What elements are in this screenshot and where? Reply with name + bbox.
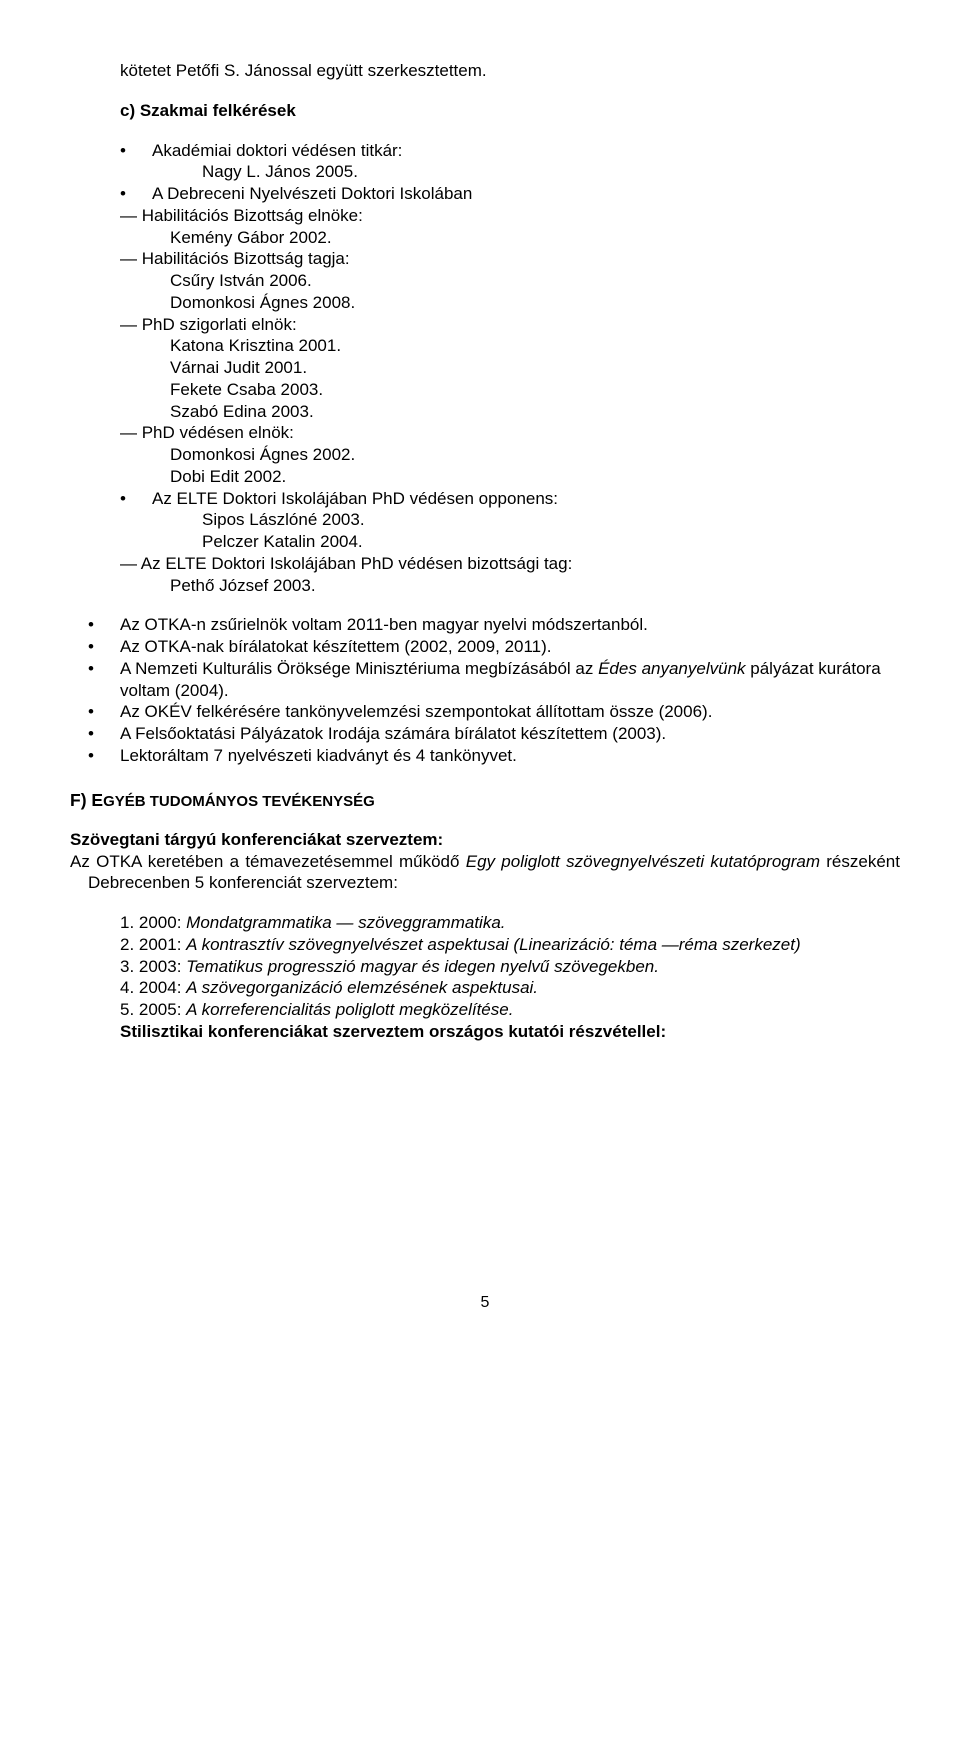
text-line: — Az ELTE Doktori Iskolájában PhD védése… [120,553,900,575]
list-item: • Az OTKA-nak bírálatokat készítettem (2… [70,636,900,658]
text-line: — Habilitációs Bizottság tagja: [120,248,900,270]
list-item: • A Debreceni Nyelvészeti Doktori Iskolá… [120,183,900,205]
text-line: A Debreceni Nyelvészeti Doktori Iskolába… [152,183,900,205]
text-line: Katona Krisztina 2001. [170,335,900,357]
text-line: Kemény Gábor 2002. [170,227,900,249]
text-line: Lektoráltam 7 nyelvészeti kiadványt és 4… [120,745,900,767]
text-line: Az OTKA-n zsűrielnök voltam 2011-ben mag… [120,614,900,636]
numbered-item: 1. 2000: Mondatgrammatika — szöveggramma… [120,912,900,934]
page-number: 5 [70,1293,900,1313]
bullet-icon: • [120,140,152,184]
text-line: Csűry István 2006. [170,270,900,292]
numbered-item: 2. 2001: A kontrasztív szövegnyelvészet … [120,934,900,956]
text-line: — Habilitációs Bizottság elnöke: [120,205,900,227]
bullet-icon: • [88,745,120,767]
conf-paragraph: Az OTKA keretében a témavezetésemmel műk… [70,851,900,895]
text-line: Akadémiai doktori védésen titkár: [152,140,900,162]
text-line: A Felsőoktatási Pályázatok Irodája számá… [120,723,900,745]
text-line: — PhD szigorlati elnök: [120,314,900,336]
text-line: Pelczer Katalin 2004. [202,531,900,553]
list-item: • Akadémiai doktori védésen titkár: Nagy… [120,140,900,184]
text-line: Az OTKA-nak bírálatokat készítettem (200… [120,636,900,658]
stil-line: Stilisztikai konferenciákat szerveztem o… [120,1021,900,1043]
bullet-icon: • [120,488,152,553]
text-line: Az ELTE Doktori Iskolájában PhD védésen … [152,488,900,510]
bullet-icon: • [88,658,120,702]
section-f-heading: F) EGYÉB TUDOMÁNYOS TEVÉKENYSÉG [70,789,900,811]
text-line: A Nemzeti Kulturális Öröksége Minisztéri… [120,658,900,702]
text-line: Szabó Edina 2003. [170,401,900,423]
conf-title: Szövegtani tárgyú konferenciákat szervez… [70,829,900,851]
text-line: — PhD védésen elnök: [120,422,900,444]
subsection-c-title: c) Szakmai felkérések [120,100,900,122]
bullet-icon: • [88,723,120,745]
bullet-icon: • [120,183,152,205]
list-item: • A Felsőoktatási Pályázatok Irodája szá… [70,723,900,745]
list-item: • A Nemzeti Kulturális Öröksége Miniszté… [70,658,900,702]
list-item: • Az OTKA-n zsűrielnök voltam 2011-ben m… [70,614,900,636]
bullet-icon: • [88,636,120,658]
list-item: • Lektoráltam 7 nyelvészeti kiadványt és… [70,745,900,767]
text-line: Pethő József 2003. [170,575,900,597]
numbered-item: 5. 2005: A korreferencialitás poliglott … [120,999,900,1021]
intro-line: kötetet Petőfi S. Jánossal együtt szerke… [120,60,900,82]
text-line: Az OKÉV felkérésére tankönyvelemzési sze… [120,701,900,723]
text-line: Sipos Lászlóné 2003. [202,509,900,531]
numbered-item: 4. 2004: A szövegorganizáció elemzésének… [120,977,900,999]
bullet-icon: • [88,614,120,636]
text-line: Nagy L. János 2005. [202,161,900,183]
text-line: Domonkosi Ágnes 2008. [170,292,900,314]
bullet-icon: • [88,701,120,723]
text-line: Várnai Judit 2001. [170,357,900,379]
list-item: • Az OKÉV felkérésére tankönyvelemzési s… [70,701,900,723]
list-item: • Az ELTE Doktori Iskolájában PhD védése… [120,488,900,553]
text-line: Fekete Csaba 2003. [170,379,900,401]
numbered-item: 3. 2003: Tematikus progresszió magyar és… [120,956,900,978]
text-line: Dobi Edit 2002. [170,466,900,488]
text-line: Domonkosi Ágnes 2002. [170,444,900,466]
